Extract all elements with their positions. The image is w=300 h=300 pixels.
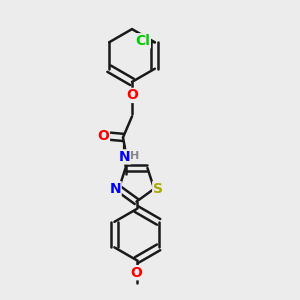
Text: S: S (153, 182, 163, 196)
Text: N: N (119, 150, 130, 164)
Text: H: H (130, 151, 139, 161)
Text: Cl: Cl (135, 34, 150, 48)
Text: O: O (130, 266, 142, 280)
Text: O: O (98, 129, 110, 143)
Text: O: O (126, 88, 138, 102)
Text: N: N (110, 182, 121, 196)
